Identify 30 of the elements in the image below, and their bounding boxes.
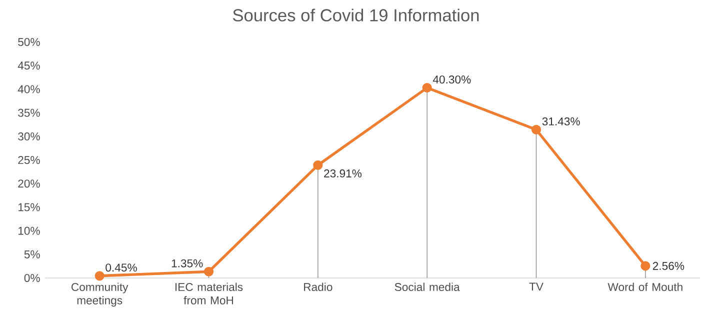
data-label: 23.91% xyxy=(324,169,362,178)
x-tick-label: Community meetings xyxy=(72,282,128,307)
point xyxy=(204,266,214,276)
y-tick-label: 0% xyxy=(24,274,40,282)
point xyxy=(94,271,104,281)
x-tick-label: TV xyxy=(529,282,544,291)
y-tick-label: 20% xyxy=(18,180,40,188)
point xyxy=(640,261,650,271)
y-tick-label: 35% xyxy=(18,108,40,117)
y-tick-label: 15% xyxy=(18,203,40,212)
data-label: 40.30% xyxy=(432,76,471,84)
data-label: 0.45% xyxy=(106,264,137,272)
y-tick-label: 45% xyxy=(18,62,40,70)
x-tick-label: IEC materials from MoH xyxy=(175,282,243,304)
chart-title: Sources of Covid 19 Information xyxy=(232,8,479,22)
x-tick-label: Word of Mouth xyxy=(608,282,682,292)
y-tick-label: 30% xyxy=(18,132,40,140)
point xyxy=(531,124,542,134)
point xyxy=(313,160,323,170)
y-tick-label: 40% xyxy=(18,85,40,94)
x-tick-label: Radio xyxy=(304,282,332,292)
y-tick-label: 5% xyxy=(24,250,40,258)
y-tick-label: 25% xyxy=(18,156,40,164)
x-tick-label: Social media xyxy=(394,282,460,292)
data-label: 2.56% xyxy=(652,262,684,270)
y-tick-label: 50% xyxy=(18,38,40,46)
y-tick-label: 10% xyxy=(18,226,40,235)
data-label: 31.43% xyxy=(542,117,580,126)
data-label: 1.35% xyxy=(172,259,203,268)
point xyxy=(422,82,432,93)
